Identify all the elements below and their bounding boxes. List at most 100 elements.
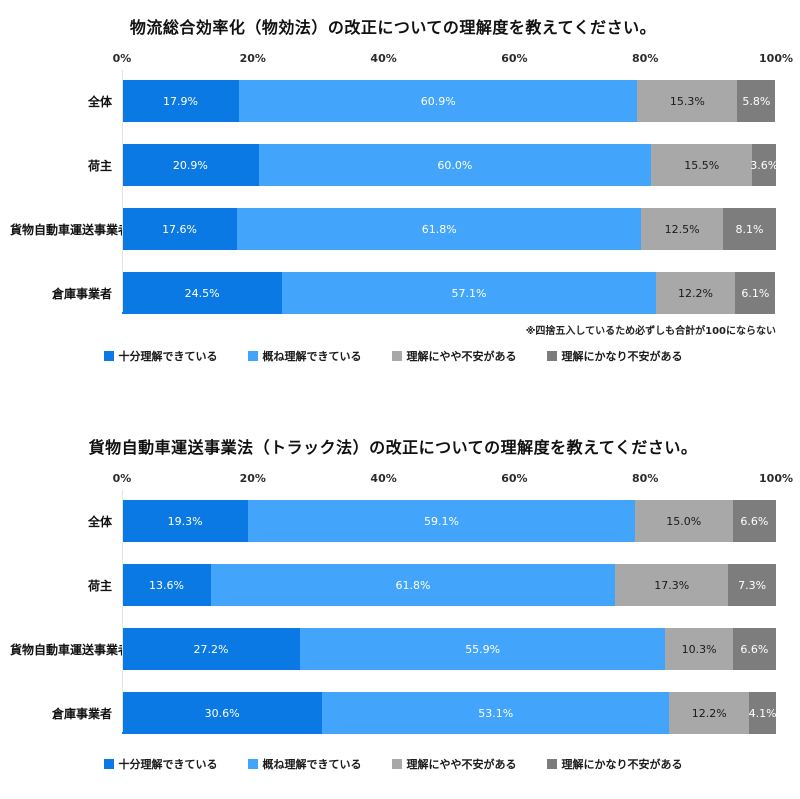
legend-swatch-icon [103, 351, 114, 361]
bar-segment: 17.3% [615, 564, 729, 606]
bar-segment: 15.5% [651, 144, 753, 186]
bar-segment: 20.9% [122, 144, 259, 186]
legend: 十分理解できている 概ね理解できている 理解にやや不安がある 理解にかなり不安がある [10, 756, 776, 772]
x-tick-label: 20% [239, 472, 266, 485]
bar-rows: 全体 19.3% 59.1% 15.0% 6.6% 荷主 13.6% 61.8% 17.3% 7.… [10, 488, 777, 734]
bar-row: 貨物自動車運送事業者 27.2% 55.9% 10.3% 6.6% [10, 628, 776, 670]
bar-segment: 17.6% [122, 208, 238, 250]
category-label: 貨物自動車運送事業者 [10, 642, 131, 657]
bar-segment: 19.3% [122, 500, 249, 542]
bar-segment: 12.2% [655, 272, 736, 314]
x-axis-ticks: 0% 20% 40% 60% 80% 100% [113, 52, 793, 68]
bar-segment: 15.3% [637, 80, 738, 122]
bar-segment: 6.6% [732, 500, 776, 542]
x-tick-label: 80% [632, 472, 659, 485]
category-label: 全体 [87, 514, 112, 529]
legend-swatch-icon [247, 759, 258, 769]
x-tick-label: 60% [501, 472, 528, 485]
x-axis: 0% 20% 40% 60% 80% 100% [10, 52, 793, 68]
bar-row: 全体 19.3% 59.1% 15.0% 6.6% [10, 500, 776, 542]
chart-title: 物流総合効率化（物効法）の改正についての理解度を教えてください。 [129, 18, 657, 37]
legend-swatch-icon [391, 759, 402, 769]
bar-track: 24.5% 57.1% 12.2% 6.1% [122, 272, 776, 314]
bar-track: 19.3% 59.1% 15.0% 6.6% [122, 500, 776, 542]
legend-item: 理解にやや不安がある [391, 756, 517, 772]
legend-label: 概ね理解できている [262, 758, 362, 771]
legend-label: 理解にやや不安がある [406, 350, 517, 363]
chart-title: 貨物自動車運送事業法（トラック法）の改正についての理解度を教えてください。 [88, 438, 698, 457]
bar-row: 全体 17.9% 60.9% 15.3% 5.8% [10, 80, 776, 122]
y-axis-line [122, 70, 123, 312]
legend-item: 十分理解できている [103, 348, 218, 364]
legend-item: 概ね理解できている [247, 756, 362, 772]
legend: 十分理解できている 概ね理解できている 理解にやや不安がある 理解にかなり不安がある [10, 348, 776, 364]
x-tick-label: 0% [112, 472, 132, 485]
bar-segment: 3.6% [750, 144, 778, 186]
legend-label: 十分理解できている [118, 758, 218, 771]
bar-segment: 7.3% [728, 564, 776, 606]
bar-rows: 全体 17.9% 60.9% 15.3% 5.8% 荷主 20.9% 60.0% 15.5% 3.… [10, 68, 778, 314]
plot-area: 0% 20% 40% 60% 80% 100% 全体 19.3% 59.1% 15.0% 6.6%… [10, 472, 793, 734]
bar-track: 17.6% 61.8% 12.5% 8.1% [122, 208, 776, 250]
bar-segment: 61.8% [237, 208, 642, 250]
x-tick-label: 40% [370, 472, 397, 485]
legend-swatch-icon [546, 351, 557, 361]
bar-track: 30.6% 53.1% 12.2% 4.1% [122, 692, 777, 734]
page: 物流総合効率化（物効法）の改正についての理解度を教えてください。 0% 20% 40… [10, 14, 793, 772]
category-label: 荷主 [87, 158, 112, 173]
x-tick-label: 100% [759, 52, 793, 65]
bar-track: 17.9% 60.9% 15.3% 5.8% [122, 80, 776, 122]
bar-segment: 12.2% [669, 692, 750, 734]
rounding-note: ※四捨五入しているため必ずしも合計が100にならない [525, 326, 776, 337]
plot-area: 0% 20% 40% 60% 80% 100% 全体 17.9% 60.9% 15.3% 5.8%… [10, 52, 793, 314]
bar-row: 倉庫事業者 24.5% 57.1% 12.2% 6.1% [10, 272, 776, 314]
x-axis: 0% 20% 40% 60% 80% 100% [10, 472, 793, 488]
category-label: 倉庫事業者 [51, 706, 112, 721]
x-axis-ticks: 0% 20% 40% 60% 80% 100% [113, 472, 793, 488]
bar-row: 倉庫事業者 30.6% 53.1% 12.2% 4.1% [10, 692, 777, 734]
bar-row: 荷主 13.6% 61.8% 17.3% 7.3% [10, 564, 776, 606]
legend-swatch-icon [391, 351, 402, 361]
bar-segment: 4.1% [749, 692, 777, 734]
bar-segment: 6.1% [735, 272, 776, 314]
bar-segment: 61.8% [210, 564, 616, 606]
category-label: 倉庫事業者 [51, 286, 112, 301]
bar-segment: 10.3% [665, 628, 733, 670]
bar-track: 13.6% 61.8% 17.3% 7.3% [122, 564, 776, 606]
x-tick-label: 80% [632, 52, 659, 65]
chart-understanding-butsuryu-law: 物流総合効率化（物効法）の改正についての理解度を教えてください。 0% 20% 40… [10, 14, 793, 364]
bar-track: 20.9% 60.0% 15.5% 3.6% [122, 144, 778, 186]
bar-row: 貨物自動車運送事業者 17.6% 61.8% 12.5% 8.1% [10, 208, 776, 250]
bar-row: 荷主 20.9% 60.0% 15.5% 3.6% [10, 144, 778, 186]
bar-segment: 8.1% [723, 208, 776, 250]
legend-item: 理解にかなり不安がある [546, 348, 683, 364]
legend-item: 理解にかなり不安がある [546, 756, 683, 772]
x-tick-label: 20% [239, 52, 266, 65]
axis-label-spacer [10, 52, 122, 68]
legend-label: 理解にやや不安がある [406, 758, 517, 771]
y-axis-line [122, 490, 123, 732]
bar-segment: 13.6% [122, 564, 211, 606]
bar-segment: 6.6% [732, 628, 776, 670]
legend-swatch-icon [103, 759, 114, 769]
bar-track: 27.2% 55.9% 10.3% 6.6% [122, 628, 776, 670]
bar-segment: 53.1% [322, 692, 670, 734]
bar-segment: 17.9% [122, 80, 240, 122]
category-label: 貨物自動車運送事業者 [10, 222, 131, 237]
bar-segment: 30.6% [122, 692, 323, 734]
legend-item: 概ね理解できている [247, 348, 362, 364]
bar-segment: 12.5% [641, 208, 724, 250]
category-label: 荷主 [87, 578, 112, 593]
bar-segment: 24.5% [122, 272, 283, 314]
bar-segment: 15.0% [634, 500, 733, 542]
legend-label: 理解にかなり不安がある [561, 350, 683, 363]
bar-segment: 60.0% [258, 144, 652, 186]
legend-label: 概ね理解できている [262, 350, 362, 363]
x-tick-label: 0% [112, 52, 132, 65]
bar-segment: 55.9% [299, 628, 666, 670]
chart-understanding-truck-law: 貨物自動車運送事業法（トラック法）の改正についての理解度を教えてください。 0%… [10, 434, 793, 772]
legend-item: 理解にやや不安がある [391, 348, 517, 364]
bar-segment: 59.1% [248, 500, 635, 542]
legend-label: 理解にかなり不安がある [561, 758, 683, 771]
bar-segment: 5.8% [737, 80, 776, 122]
